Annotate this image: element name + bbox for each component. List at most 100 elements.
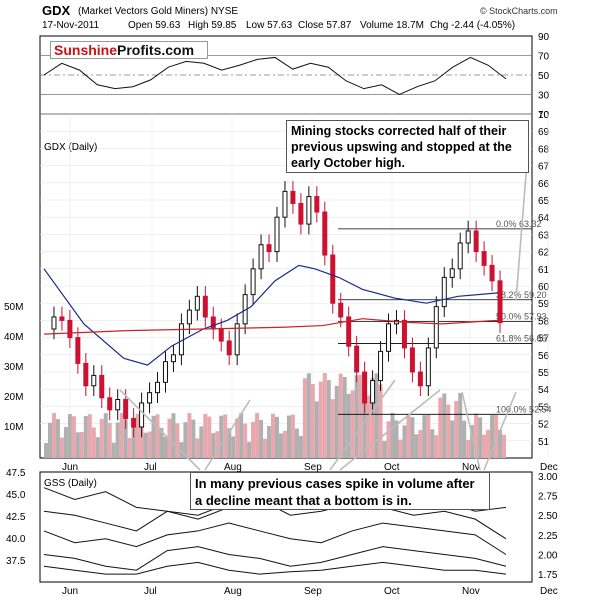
volume-bar bbox=[466, 440, 471, 458]
volume-bar bbox=[63, 427, 68, 458]
volume-bar bbox=[350, 390, 355, 458]
candle-body bbox=[274, 216, 280, 253]
volume-bar bbox=[231, 436, 236, 458]
fib-level-label: 50.0% 57.93 bbox=[496, 312, 547, 322]
candle-body bbox=[282, 190, 288, 218]
volume-bar bbox=[243, 423, 248, 458]
candle-body bbox=[202, 295, 208, 318]
volume-bar bbox=[51, 413, 56, 458]
low-label: Low 57.63 bbox=[246, 20, 293, 31]
gss-left-tick: 45.0 bbox=[6, 490, 26, 501]
volume-bar bbox=[430, 429, 435, 458]
volume-bar bbox=[338, 373, 343, 458]
volume-bar bbox=[458, 393, 463, 458]
credit-label: © StockCharts.com bbox=[480, 6, 558, 16]
candle-body bbox=[330, 254, 336, 304]
candle-body bbox=[59, 316, 65, 321]
volume-bar bbox=[239, 413, 244, 458]
volume-bar bbox=[83, 416, 88, 458]
volume-bar bbox=[482, 434, 487, 458]
price-tick-label: 68 bbox=[538, 144, 550, 155]
volume-bar bbox=[418, 430, 423, 458]
gss-month-label: Nov bbox=[462, 586, 480, 597]
annotation-pointer bbox=[329, 379, 396, 471]
gss-right-tick: 2.50 bbox=[538, 511, 558, 522]
volume-bar bbox=[330, 399, 335, 458]
candle-body bbox=[481, 251, 487, 266]
month-label: Aug bbox=[224, 462, 242, 473]
volume-bar bbox=[131, 426, 136, 458]
volume-bar bbox=[47, 422, 52, 458]
month-label: Dec bbox=[540, 462, 558, 473]
rsi-tick-label: 70 bbox=[538, 52, 550, 63]
volume-bar bbox=[207, 416, 212, 458]
gss-month-label: Jun bbox=[62, 586, 78, 597]
price-tick-label: 60 bbox=[538, 282, 550, 293]
gss-line bbox=[43, 561, 507, 575]
volume-bar bbox=[306, 373, 311, 458]
candle-body bbox=[218, 328, 224, 342]
volume-bar bbox=[151, 415, 156, 458]
volume-bar bbox=[199, 426, 204, 458]
gss-left-tick: 40.0 bbox=[6, 534, 26, 545]
candle-body bbox=[465, 230, 471, 244]
gss-panel-title: GSS (Daily) bbox=[44, 478, 97, 489]
candle-body bbox=[99, 374, 105, 399]
rsi-tick-label: 90 bbox=[538, 32, 550, 43]
candle-body bbox=[170, 354, 176, 363]
volume-bar bbox=[143, 432, 148, 458]
volume-bar bbox=[366, 395, 371, 458]
price-tick-label: 59 bbox=[538, 299, 550, 310]
volume-bar bbox=[67, 414, 72, 458]
candle-body bbox=[226, 340, 232, 356]
volume-bar bbox=[255, 413, 260, 458]
volume-bar bbox=[235, 418, 240, 458]
gss-right-tick: 3.00 bbox=[538, 472, 558, 483]
volume-tick-label: 50M bbox=[4, 302, 23, 313]
price-tick-label: 57 bbox=[538, 334, 550, 345]
volume-bar bbox=[478, 417, 483, 458]
gss-right-tick: 2.25 bbox=[538, 531, 558, 542]
candle-body bbox=[210, 316, 216, 330]
volume-bar bbox=[119, 413, 124, 458]
volume-bar bbox=[322, 373, 327, 458]
annotation-top: Mining stocks corrected half of their pr… bbox=[286, 120, 529, 173]
volume-bar bbox=[215, 431, 220, 458]
volume-bar bbox=[155, 414, 160, 458]
candle-body bbox=[425, 347, 431, 387]
candle-body bbox=[51, 316, 57, 330]
volume-bar bbox=[498, 429, 503, 458]
symbol-name: (Market Vectors Gold Miners) NYSE bbox=[78, 6, 239, 17]
volume-bar bbox=[167, 418, 172, 458]
volume-bar bbox=[358, 374, 363, 458]
volume-bar bbox=[259, 419, 264, 458]
candle-body bbox=[378, 350, 384, 382]
volume-bar bbox=[251, 421, 256, 458]
gss-right-tick: 2.75 bbox=[538, 492, 558, 503]
candle-body bbox=[433, 306, 439, 349]
volume-bar bbox=[59, 437, 64, 458]
close-label: Close 57.87 bbox=[298, 20, 352, 31]
volume-bar bbox=[382, 440, 387, 458]
volume-bar bbox=[342, 376, 347, 458]
volume-bar bbox=[398, 439, 403, 458]
volume-bar bbox=[263, 438, 268, 458]
symbol-label: GDX bbox=[42, 3, 71, 18]
candle-body bbox=[473, 230, 479, 253]
volume-bar bbox=[374, 373, 379, 458]
volume-tick-label: 30M bbox=[4, 362, 23, 373]
logo-part2: Profits.com bbox=[117, 42, 195, 58]
price-tick-label: 53 bbox=[538, 402, 550, 413]
volume-bar bbox=[314, 401, 319, 458]
price-tick-label: 61 bbox=[538, 265, 550, 276]
volume-bar bbox=[310, 384, 315, 458]
price-tick-label: 70 bbox=[538, 110, 550, 121]
volume-bar bbox=[286, 415, 291, 458]
price-tick-label: 67 bbox=[538, 162, 550, 173]
month-label: Sep bbox=[304, 462, 322, 473]
rsi-tick-label: 30 bbox=[538, 91, 550, 102]
volume-bar bbox=[494, 415, 499, 458]
volume-bar bbox=[191, 419, 196, 458]
candle-body bbox=[83, 362, 89, 387]
